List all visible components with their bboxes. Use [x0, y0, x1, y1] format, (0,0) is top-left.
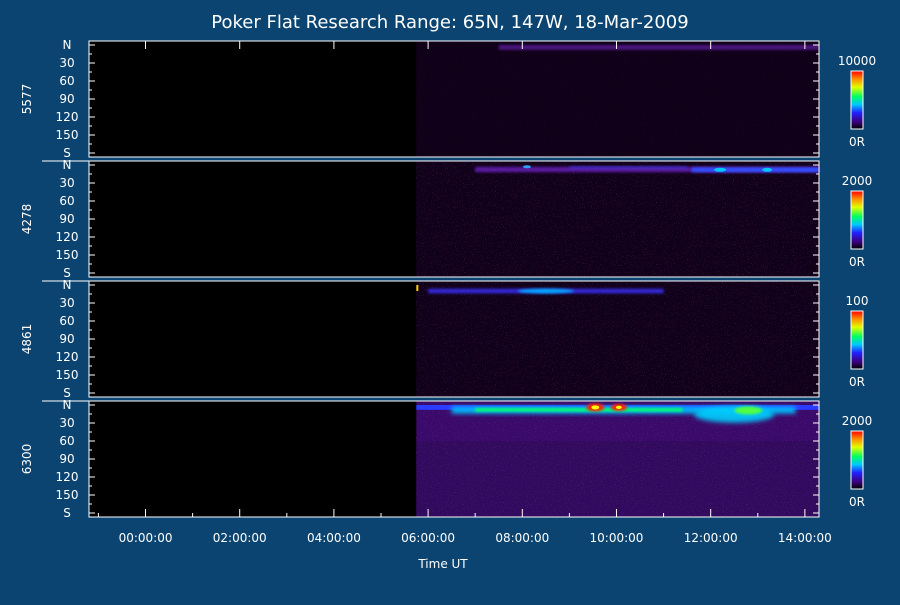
y-tick-label: S [63, 146, 71, 160]
y-tick-label: 120 [56, 110, 79, 124]
y-tick-label: 150 [56, 248, 79, 262]
y-tick-label: 30 [59, 416, 74, 430]
band-blue-late [691, 167, 819, 173]
band-green-late [734, 406, 763, 415]
noise-texture [416, 281, 819, 397]
chart-title: Poker Flat Research Range: 65N, 147W, 18… [211, 12, 688, 33]
y-tick-label: S [63, 506, 71, 520]
colorbar-4861 [850, 310, 864, 370]
colorbar-min-label: 0R [849, 495, 865, 509]
y-tick-label: N [63, 38, 72, 52]
y-tick-label: S [63, 386, 71, 400]
panel-6300: N 30 60 90 120 150 S 6300 2000 0R [20, 398, 872, 520]
band-north [475, 166, 819, 173]
y-tick-label: S [63, 266, 71, 280]
y-tick-label: 30 [59, 296, 74, 310]
panel-label-4861: 4861 [20, 324, 34, 355]
band-cyan [517, 288, 574, 294]
panel-data-6300 [416, 401, 819, 517]
peak-1000-core [615, 405, 622, 409]
spot-2 [762, 167, 773, 172]
y-tick-label: 90 [59, 212, 74, 226]
x-tick-label: 06:00:00 [401, 531, 455, 545]
panel-label-6300: 6300 [20, 444, 34, 475]
panels-group: N 30 60 90 120 150 S 5577 10000 0R N 30 60 90 120 150 S 4… [20, 38, 876, 520]
y-tick-label: 90 [59, 332, 74, 346]
x-tick-label: 10:00:00 [590, 531, 644, 545]
y-tick-label: 30 [59, 176, 74, 190]
x-tick-label: 08:00:00 [495, 531, 549, 545]
colorbar-5577 [850, 70, 864, 130]
spot-3 [523, 165, 531, 169]
panel-5577: N 30 60 90 120 150 S 5577 10000 0R [20, 38, 876, 162]
y-tick-label: 60 [59, 194, 74, 208]
y-tick-label: N [63, 158, 72, 172]
y-tick-label: 150 [56, 368, 79, 382]
y-tick-label: 60 [59, 314, 74, 328]
colorbar-max-label: 2000 [842, 414, 873, 428]
spot-1 [714, 167, 727, 172]
noise-texture [416, 41, 819, 157]
colorbar-min-label: 0R [849, 375, 865, 389]
panel-data-4861 [416, 281, 819, 397]
colorbar-max-label: 10000 [838, 54, 876, 68]
colorbar-6300 [850, 430, 864, 490]
colorbar-4278 [850, 190, 864, 250]
panel-label-5577: 5577 [20, 84, 34, 115]
panel-data-5577 [416, 41, 819, 157]
band-green [475, 408, 683, 412]
y-tick-label: 90 [59, 92, 74, 106]
panel-label-4278: 4278 [20, 204, 34, 235]
panel-4278: N 30 60 90 120 150 S 4278 2000 0R [20, 158, 873, 282]
panel-data-4278 [416, 161, 819, 277]
y-tick-label: 60 [59, 434, 74, 448]
y-tick-label: 150 [56, 488, 79, 502]
x-tick-label: 02:00:00 [213, 531, 267, 545]
colorbar-max-label: 2000 [842, 174, 873, 188]
panel-4861: N 30 60 90 120 150 S 4861 100 0R [20, 278, 869, 402]
y-tick-label: 60 [59, 74, 74, 88]
x-axis-label: Time UT [417, 557, 468, 571]
x-tick-label: 00:00:00 [119, 531, 173, 545]
x-tick-label: 12:00:00 [684, 531, 738, 545]
y-tick-label: N [63, 278, 72, 292]
peak-0930-core [591, 405, 600, 410]
y-tick-label: 120 [56, 230, 79, 244]
x-tick-label: 14:00:00 [778, 531, 832, 545]
x-tick-label: 04:00:00 [307, 531, 361, 545]
x-axis: 00:00:00 02:00:00 04:00:00 06:00:00 08:00:00… [97, 41, 832, 545]
band-blue-mid [569, 166, 688, 169]
band-north [498, 45, 819, 50]
y-tick-label: 90 [59, 452, 74, 466]
noise-texture [416, 161, 819, 277]
colorbar-min-label: 0R [849, 255, 865, 269]
y-tick-label: N [63, 398, 72, 412]
colorbar-min-label: 0R [849, 135, 865, 149]
colorbar-max-label: 100 [846, 294, 869, 308]
y-tick-label: 30 [59, 56, 74, 70]
band-dip [694, 406, 775, 423]
y-tick-label: 120 [56, 470, 79, 484]
y-tick-label: 120 [56, 350, 79, 364]
y-tick-label: 150 [56, 128, 79, 142]
